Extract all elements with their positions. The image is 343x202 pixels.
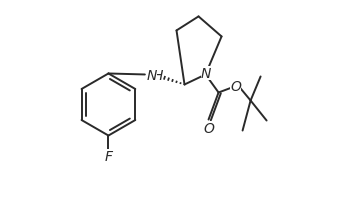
- Text: F: F: [104, 149, 113, 163]
- Text: O: O: [203, 121, 214, 135]
- Text: N: N: [201, 67, 211, 81]
- Text: N: N: [147, 69, 157, 83]
- Text: O: O: [230, 80, 241, 94]
- Text: H: H: [153, 69, 163, 83]
